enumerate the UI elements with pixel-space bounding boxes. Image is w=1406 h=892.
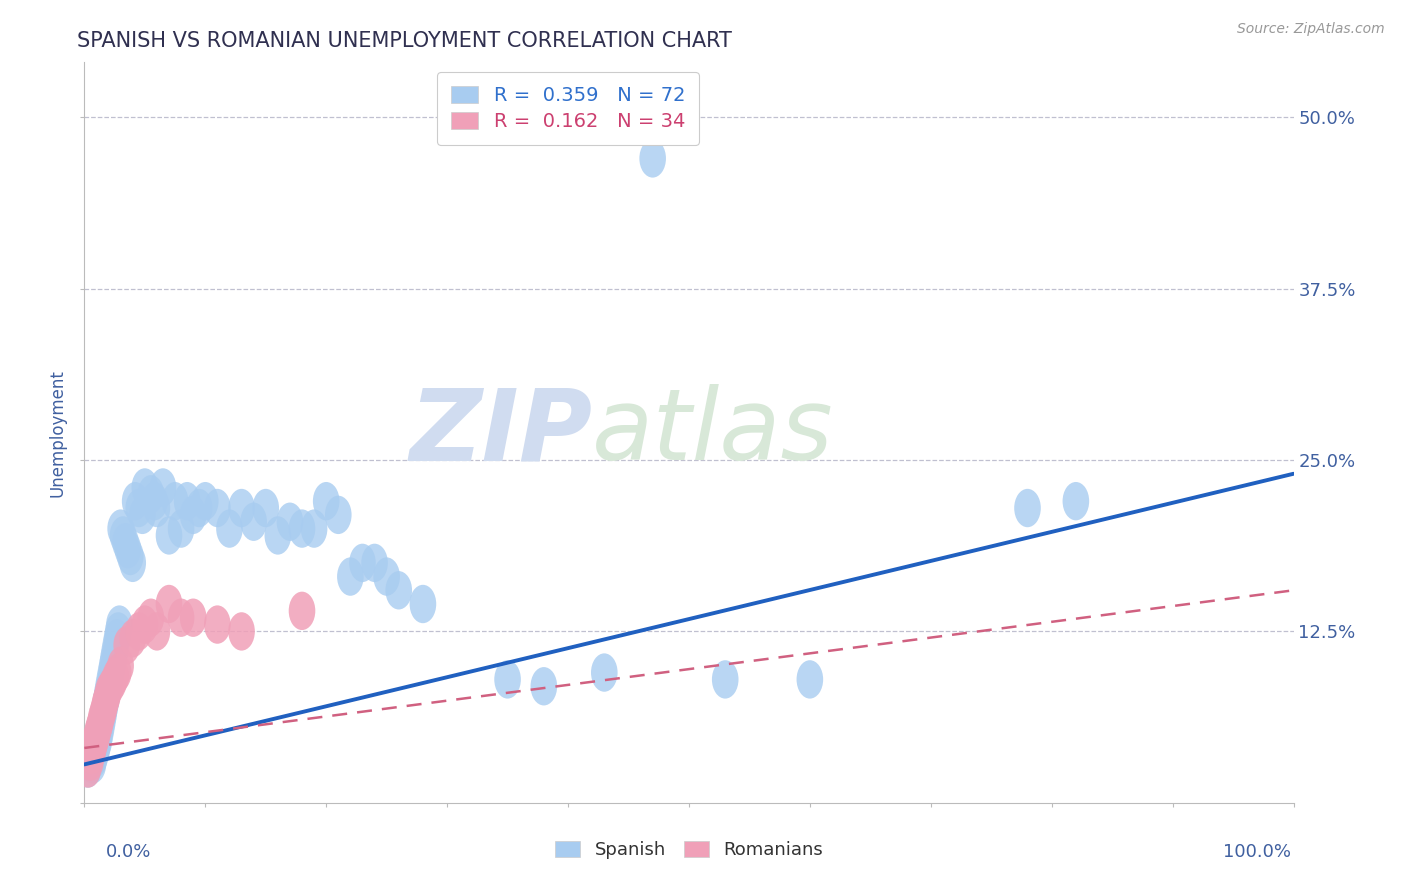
Y-axis label: Unemployment: Unemployment	[49, 368, 67, 497]
Text: atlas: atlas	[592, 384, 834, 481]
Text: 100.0%: 100.0%	[1223, 843, 1291, 861]
Text: SPANISH VS ROMANIAN UNEMPLOYMENT CORRELATION CHART: SPANISH VS ROMANIAN UNEMPLOYMENT CORRELA…	[77, 31, 733, 51]
Text: ZIP: ZIP	[409, 384, 592, 481]
Text: 0.0%: 0.0%	[105, 843, 150, 861]
Legend: Spanish, Romanians: Spanish, Romanians	[546, 831, 832, 868]
Text: Source: ZipAtlas.com: Source: ZipAtlas.com	[1237, 22, 1385, 37]
